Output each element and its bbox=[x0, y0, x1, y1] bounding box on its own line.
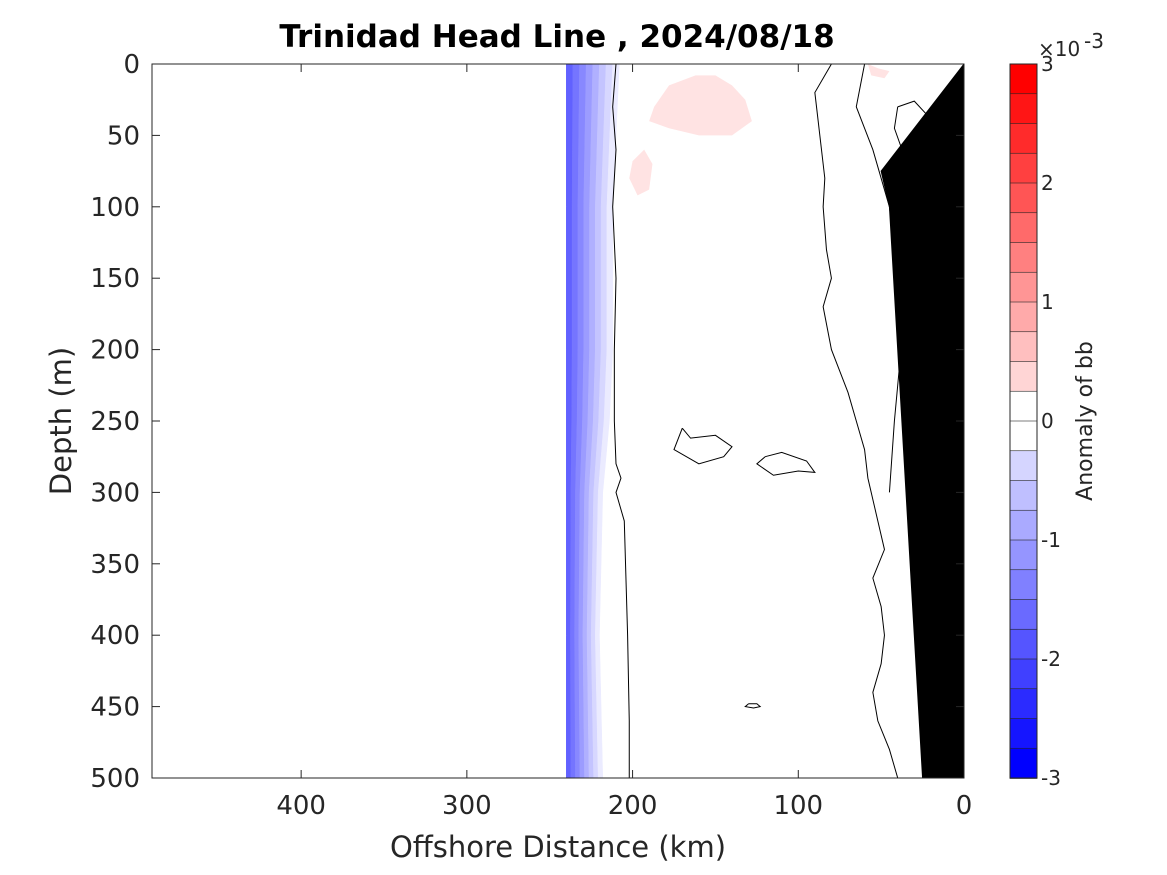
colorbar-frame bbox=[1009, 63, 1038, 779]
colorbar-swatch bbox=[1009, 688, 1038, 720]
colorbar-tick-label: -1 bbox=[1041, 528, 1061, 552]
colorbar-swatch bbox=[1009, 539, 1038, 571]
x-tick-label: 0 bbox=[956, 791, 973, 821]
colorbar-swatch bbox=[1009, 420, 1038, 452]
colorbar-swatch bbox=[1009, 242, 1038, 274]
y-tick-label: 350 bbox=[90, 550, 140, 580]
colorbar-tick-label: 2 bbox=[1041, 171, 1054, 195]
colorbar-swatch bbox=[1009, 301, 1038, 333]
colorbar-tick-label: -2 bbox=[1041, 647, 1061, 671]
negative-anomaly-band bbox=[595, 64, 620, 778]
colorbar-swatch bbox=[1009, 718, 1038, 750]
colorbar-swatch bbox=[1009, 212, 1038, 244]
x-axis: 400 300 200 100 0 bbox=[276, 64, 972, 821]
y-tick-label: 200 bbox=[90, 336, 140, 366]
x-tick-label: 400 bbox=[276, 791, 326, 821]
y-axis: 0 50 100 150 200 250 300 350 400 450 500 bbox=[90, 50, 964, 794]
colorbar-tick-label: 3 bbox=[1041, 52, 1054, 76]
colorbar-swatch bbox=[1009, 331, 1038, 363]
colorbar-exponent-power: -3 bbox=[1084, 29, 1104, 53]
colorbar-swatch bbox=[1009, 658, 1038, 690]
plot-area bbox=[151, 63, 965, 779]
positive-anomaly-patch bbox=[867, 64, 890, 79]
colorbar-swatch bbox=[1009, 152, 1038, 184]
y-tick-label: 100 bbox=[90, 193, 140, 223]
colorbar-swatch bbox=[1009, 182, 1038, 214]
colorbar-tick-label: 1 bbox=[1041, 290, 1054, 314]
x-axis-label: Offshore Distance (km) bbox=[390, 830, 726, 864]
y-tick-label: 450 bbox=[90, 693, 140, 723]
colorbar-swatch bbox=[1009, 123, 1038, 155]
y-tick-label: 250 bbox=[90, 407, 140, 437]
positive-anomaly-patch bbox=[629, 149, 653, 196]
y-tick-label: 400 bbox=[90, 621, 140, 651]
x-tick-label: 300 bbox=[442, 791, 492, 821]
colorbar-swatch bbox=[1009, 450, 1038, 482]
zero-contour bbox=[612, 64, 630, 778]
zero-contour bbox=[756, 451, 816, 476]
positive-anomaly-patch bbox=[649, 75, 752, 136]
colorbar-swatch bbox=[1009, 747, 1038, 779]
colorbar-swatch bbox=[1009, 599, 1038, 631]
colorbar-label: Anomaly of bb bbox=[1073, 341, 1098, 501]
colorbar-swatch bbox=[1009, 390, 1038, 422]
colorbar-tick-label: -3 bbox=[1041, 766, 1061, 790]
colorbar-swatch bbox=[1009, 509, 1038, 541]
colorbar-swatch bbox=[1009, 569, 1038, 601]
colorbar-exponent-base: ×10 bbox=[1038, 37, 1080, 61]
colorbar-swatch bbox=[1009, 271, 1038, 303]
colorbar-swatch bbox=[1009, 93, 1038, 125]
colorbar-swatch bbox=[1009, 361, 1038, 393]
colorbar-swatch bbox=[1009, 480, 1038, 512]
chart-title: Trinidad Head Line , 2024/08/18 bbox=[279, 19, 834, 55]
y-tick-label: 500 bbox=[90, 764, 140, 794]
plot-background bbox=[152, 64, 964, 778]
y-axis-label: Depth (m) bbox=[44, 347, 78, 495]
y-tick-label: 300 bbox=[90, 478, 140, 508]
y-tick-label: 150 bbox=[90, 264, 140, 294]
zero-contour bbox=[814, 64, 899, 778]
colorbar-swatch bbox=[1009, 628, 1038, 660]
seafloor-mask bbox=[880, 64, 964, 778]
colorbar-tick-label: 0 bbox=[1041, 409, 1054, 433]
colorbar: -3 -2 -1 0 1 2 3 ×10 -3 Anomaly of bb bbox=[1009, 29, 1104, 790]
x-tick-label: 200 bbox=[608, 791, 658, 821]
y-tick-label: 0 bbox=[123, 50, 140, 80]
zero-contour bbox=[744, 703, 762, 709]
colorbar-swatch bbox=[1009, 63, 1038, 95]
zero-contour bbox=[673, 427, 733, 465]
x-tick-label: 100 bbox=[773, 791, 823, 821]
y-tick-label: 50 bbox=[107, 121, 140, 151]
